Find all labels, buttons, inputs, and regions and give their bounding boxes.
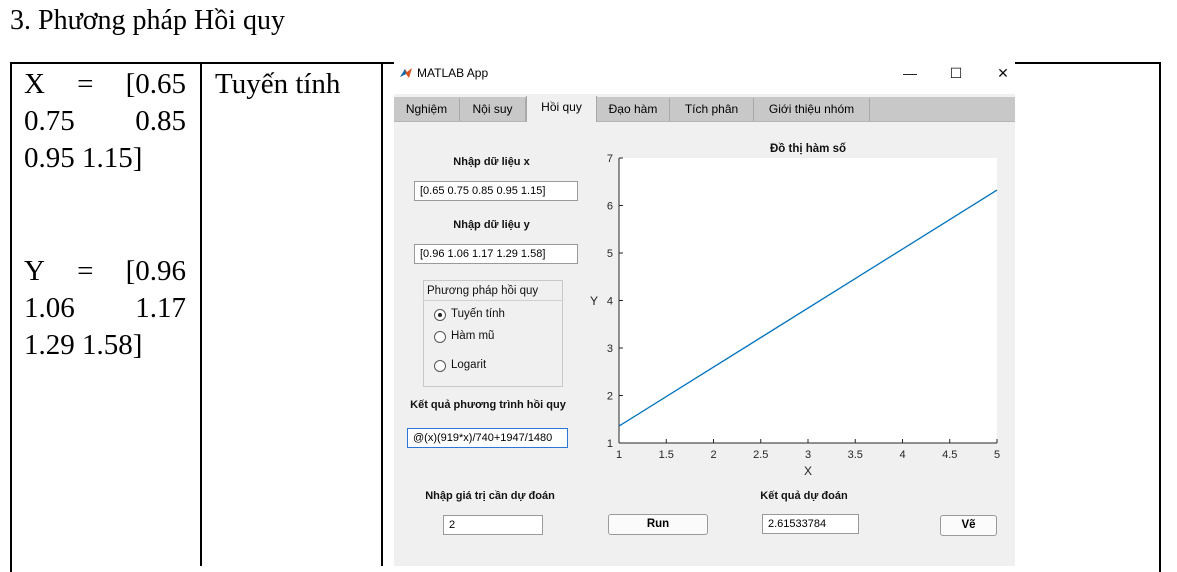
x-eq: =	[77, 68, 94, 100]
radio-tuyen-tinh[interactable]	[434, 309, 446, 321]
x-input-label: Nhập dữ liệu x	[453, 156, 530, 168]
y-val-2: 1.06	[24, 292, 75, 324]
x-tick-label: 4.5	[942, 449, 957, 461]
regression-line	[618, 189, 998, 427]
minimize-button[interactable]: —	[903, 65, 917, 81]
x-tick-label: 2	[710, 449, 716, 461]
x-line-2: 0.75 0.85	[24, 103, 186, 140]
method-group-title: Phương pháp hồi quy	[427, 285, 539, 297]
radio-label-logarit[interactable]: Logarit	[451, 359, 487, 371]
x-val-1: [0.65	[125, 68, 186, 100]
tab-bar	[394, 97, 1015, 122]
radio-ham-mu[interactable]	[434, 331, 446, 343]
y-val-1: [0.96	[125, 255, 186, 287]
tab-gioi-thieu-nhom[interactable]: Giới thiệu nhóm	[754, 98, 870, 121]
x-tick-label: 2.5	[753, 449, 768, 461]
maximize-button[interactable]: ☐	[949, 65, 963, 81]
radio-logarit[interactable]	[434, 360, 446, 372]
tab-nghiem[interactable]: Nghiệm	[394, 98, 460, 121]
x-line-3: 0.95 1.15]	[24, 140, 186, 177]
x-word: X	[24, 68, 45, 100]
predict-input[interactable]: 2	[443, 515, 543, 535]
x-data-cell: X = [0.65 0.75 0.85 0.95 1.15]	[24, 66, 186, 177]
plot-area	[619, 158, 997, 443]
predict-result-field[interactable]: 2.61533784	[762, 514, 859, 534]
y-tick-label: 5	[607, 248, 613, 260]
run-button[interactable]: Run	[608, 514, 708, 535]
function-chart: Đồ thị hàm số 1 1.5 2 2.5 3 3.5 4 4.5 5 1 2 3 4 5 6 7 X…	[590, 143, 1000, 478]
y-input[interactable]: [0.96 1.06 1.17 1.29 1.58]	[414, 244, 578, 264]
y-tick-label: 2	[607, 391, 613, 403]
tab-dao-ham[interactable]: Đạo hàm	[597, 98, 670, 121]
y-line-1: Y = [0.96	[24, 253, 186, 290]
result-equation-label: Kết quả phương trình hồi quy	[410, 399, 566, 411]
matlab-window: MATLAB App — ☐ ✕ Nghiệm Nội suy Hồi quy …	[394, 62, 1015, 566]
method-group-divider	[423, 300, 563, 301]
y-input-label: Nhập dữ liệu y	[453, 219, 530, 231]
y-tick-label: 1	[607, 438, 613, 450]
y-val-3: 1.17	[135, 292, 186, 324]
x-line-1: X = [0.65	[24, 66, 186, 103]
y-tick-label: 4	[607, 296, 613, 308]
y-tick-label: 7	[607, 153, 613, 165]
y-axis-label: Y	[590, 294, 598, 308]
matlab-logo-icon	[399, 66, 413, 80]
x-tick-label: 1	[616, 449, 622, 461]
table-divider-1	[200, 62, 202, 566]
title-bar: MATLAB App — ☐ ✕	[394, 62, 1015, 94]
x-tick-label: 3.5	[848, 449, 863, 461]
method-cell: Tuyến tính	[215, 68, 341, 100]
tab-noi-suy[interactable]: Nội suy	[460, 98, 526, 121]
document-heading: 3. Phương pháp Hồi quy	[10, 5, 285, 36]
x-axis-label: X	[804, 464, 812, 478]
y-eq: =	[77, 255, 94, 287]
y-val-4: 1.29 1.58]	[24, 329, 143, 361]
radio-label-ham-mu[interactable]: Hàm mũ	[451, 330, 495, 342]
y-word: Y	[24, 255, 45, 287]
x-val-2: 0.75	[24, 105, 75, 137]
x-tick-label: 1.5	[659, 449, 674, 461]
y-line-3: 1.29 1.58]	[24, 327, 186, 364]
predict-result-label: Kết quả dự đoán	[760, 490, 848, 502]
close-button[interactable]: ✕	[997, 65, 1009, 81]
y-tick-label: 6	[607, 201, 613, 213]
x-val-3: 0.85	[135, 105, 186, 137]
y-line-2: 1.06 1.17	[24, 290, 186, 327]
x-tick-label: 4	[899, 449, 905, 461]
radio-label-tuyen-tinh[interactable]: Tuyến tính	[451, 308, 505, 320]
table-divider-2	[381, 62, 383, 566]
x-tick-label: 5	[994, 449, 1000, 461]
method-group	[423, 280, 563, 387]
y-tick-label: 3	[607, 343, 613, 355]
chart-title: Đồ thị hàm số	[770, 143, 846, 155]
y-data-cell: Y = [0.96 1.06 1.17 1.29 1.58]	[24, 253, 186, 364]
draw-button[interactable]: Vẽ	[940, 515, 997, 536]
x-tick-label: 3	[805, 449, 811, 461]
x-input[interactable]: [0.65 0.75 0.85 0.95 1.15]	[414, 181, 578, 201]
tab-tich-phan[interactable]: Tích phân	[670, 98, 754, 121]
radio-selected-dot	[438, 313, 442, 317]
result-equation-field[interactable]: @(x)(919*x)/740+1947/1480	[407, 428, 568, 448]
x-val-4: 0.95 1.15]	[24, 142, 143, 174]
predict-input-label: Nhập giá trị cần dự đoán	[425, 490, 555, 502]
window-title: MATLAB App	[417, 66, 489, 80]
tab-hoi-quy[interactable]: Hồi quy	[526, 96, 597, 122]
